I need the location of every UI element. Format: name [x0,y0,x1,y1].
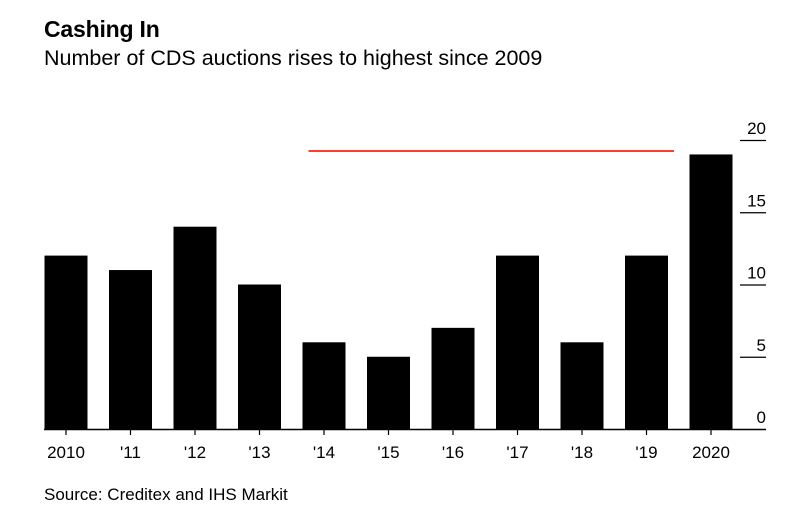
bar-2010 [44,255,88,429]
bar-16 [431,327,475,429]
x-tick-label: '16 [442,443,464,462]
x-axis: 2010 '11 '12 '13 '14 '15 '16 '17 '18 '19 2020 [44,428,766,462]
x-tick-label: '18 [571,443,593,462]
x-tick-label: '17 [506,443,528,462]
bar-18 [560,342,604,429]
chart-title: Cashing In [44,16,160,42]
x-tick-label: 2020 [692,443,730,462]
bar-2020 [689,154,733,429]
y-tick-label: 20 [747,119,766,138]
y-tick-label: 0 [757,408,766,427]
bar-19 [625,255,668,429]
x-tick-label: '12 [184,443,206,462]
y-axis: 0 5 10 15 20 [740,119,766,427]
x-tick-label: '15 [377,443,399,462]
x-tick-label: 2010 [47,443,85,462]
bars-layer [44,154,733,429]
bar-15 [367,356,410,429]
x-tick-label: '11 [120,443,141,462]
bar-11 [109,270,152,429]
y-tick-label: 5 [757,336,766,355]
bar-13 [238,284,281,429]
bar-17 [496,255,539,429]
x-tick-label: '13 [248,443,270,462]
bar-14 [302,342,346,429]
bar-12 [173,226,217,429]
x-tick-label: '14 [313,443,335,462]
x-tick-label: '19 [635,443,657,462]
y-tick-label: 15 [747,191,766,210]
source-note: Source: Creditex and IHS Markit [44,485,288,504]
chart-subtitle: Number of CDS auctions rises to highest … [44,46,543,70]
y-tick-label: 10 [747,264,766,283]
